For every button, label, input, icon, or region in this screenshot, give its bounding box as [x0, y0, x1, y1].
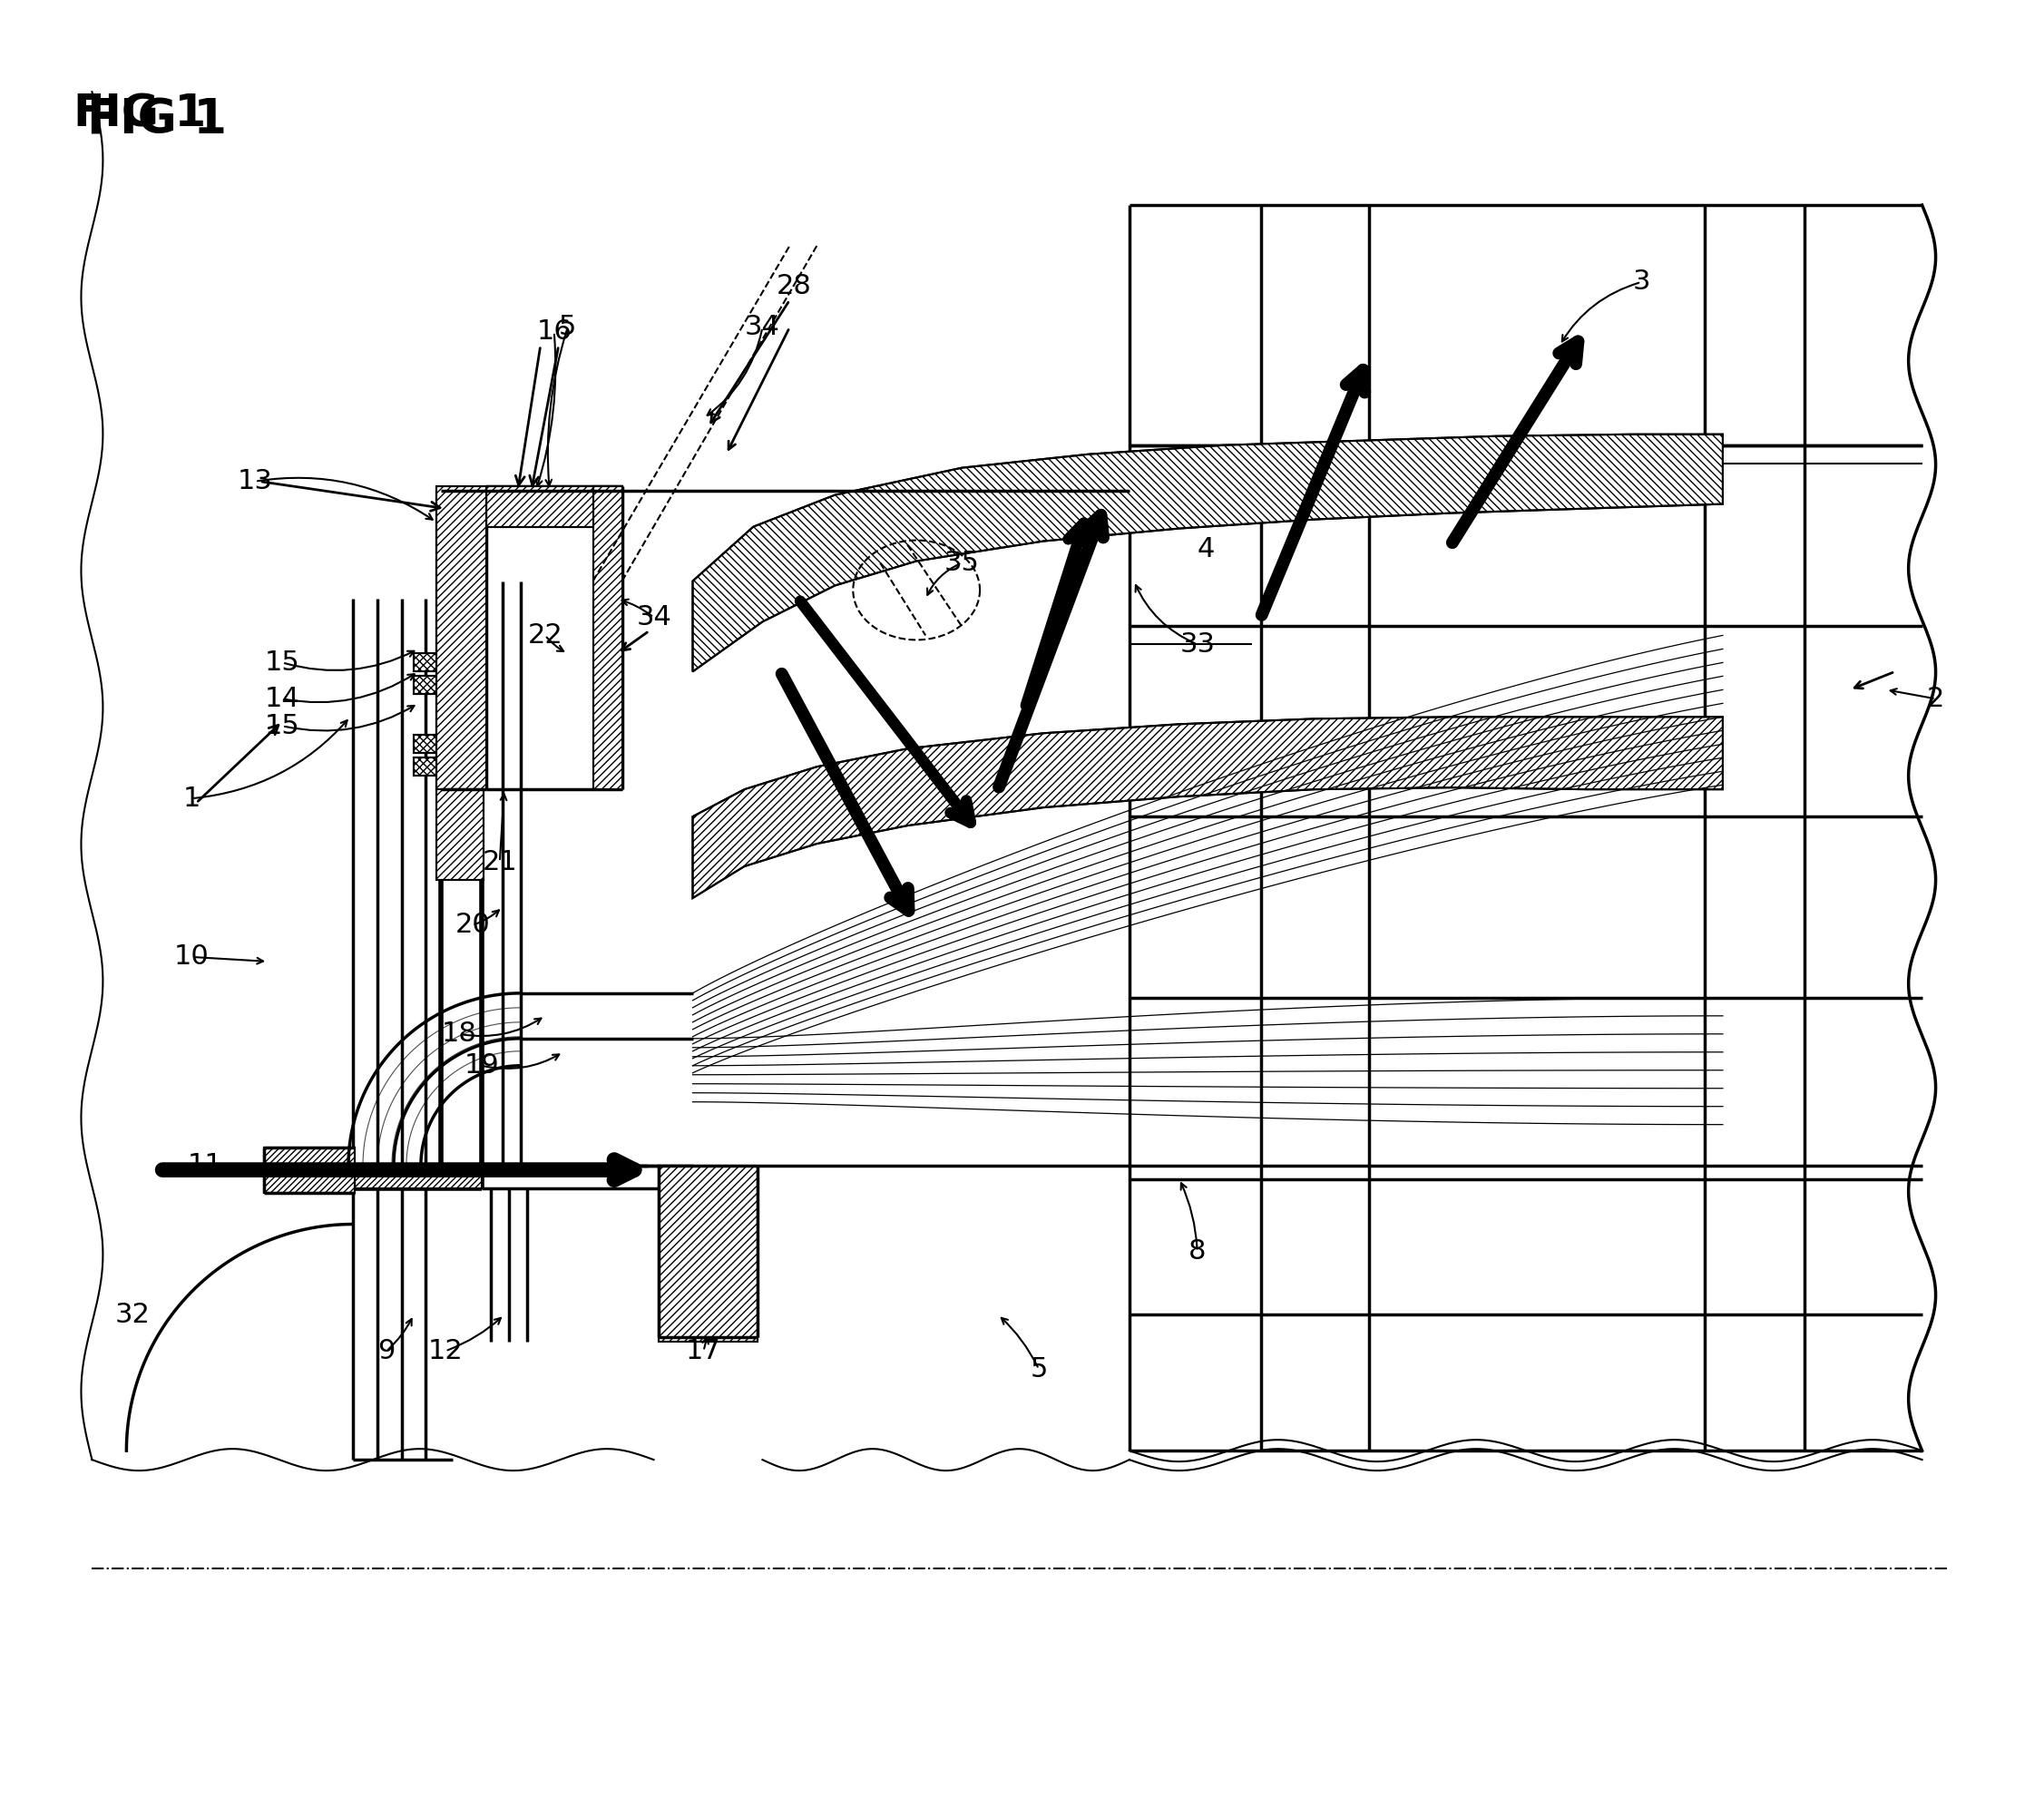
- Text: 5: 5: [558, 314, 576, 340]
- Bar: [413, 654, 446, 672]
- Bar: [264, 1147, 356, 1192]
- Text: 11: 11: [188, 1152, 223, 1179]
- Bar: [486, 485, 621, 527]
- Text: 16: 16: [536, 318, 572, 345]
- Bar: [593, 485, 621, 789]
- Bar: [413, 736, 446, 752]
- Text: 20: 20: [456, 912, 491, 938]
- Text: 15: 15: [264, 712, 300, 740]
- Polygon shape: [693, 718, 1723, 898]
- Text: 8: 8: [1188, 1237, 1206, 1265]
- Polygon shape: [693, 434, 1723, 672]
- Text: 14: 14: [264, 685, 300, 712]
- Bar: [658, 1165, 758, 1343]
- Text: 34: 34: [744, 314, 781, 340]
- Text: FIG 1: FIG 1: [88, 96, 227, 144]
- Text: 18: 18: [442, 1021, 476, 1047]
- Bar: [413, 676, 446, 694]
- Text: 13: 13: [237, 469, 272, 494]
- Bar: [435, 491, 482, 879]
- Text: FIG 1: FIG 1: [74, 93, 206, 136]
- Text: 2: 2: [1927, 685, 1944, 712]
- Bar: [264, 1147, 356, 1192]
- Bar: [413, 758, 446, 776]
- Text: 17: 17: [687, 1337, 722, 1365]
- Bar: [413, 676, 446, 694]
- Text: 10: 10: [174, 943, 208, 970]
- Text: 15: 15: [264, 649, 300, 676]
- Bar: [486, 485, 621, 527]
- Text: 34: 34: [636, 603, 670, 630]
- Bar: [413, 654, 446, 672]
- Text: 9: 9: [378, 1337, 394, 1365]
- Bar: [658, 1165, 758, 1343]
- Text: 19: 19: [464, 1052, 499, 1079]
- Bar: [435, 485, 486, 789]
- Text: 12: 12: [427, 1337, 462, 1365]
- Bar: [356, 1165, 482, 1188]
- Text: 28: 28: [777, 274, 811, 300]
- Bar: [593, 485, 621, 789]
- Text: 32: 32: [114, 1301, 151, 1328]
- Bar: [413, 736, 446, 752]
- Text: 33: 33: [1179, 630, 1214, 658]
- Text: 4: 4: [1198, 536, 1214, 563]
- Bar: [356, 1165, 482, 1188]
- Text: 5: 5: [1030, 1355, 1047, 1383]
- Text: 1: 1: [182, 785, 200, 812]
- Text: 22: 22: [527, 621, 562, 649]
- Bar: [413, 758, 446, 776]
- Text: 3: 3: [1633, 269, 1650, 294]
- Bar: [435, 485, 486, 789]
- Text: 35: 35: [944, 551, 979, 576]
- Text: 21: 21: [482, 849, 517, 876]
- Bar: [435, 491, 482, 879]
